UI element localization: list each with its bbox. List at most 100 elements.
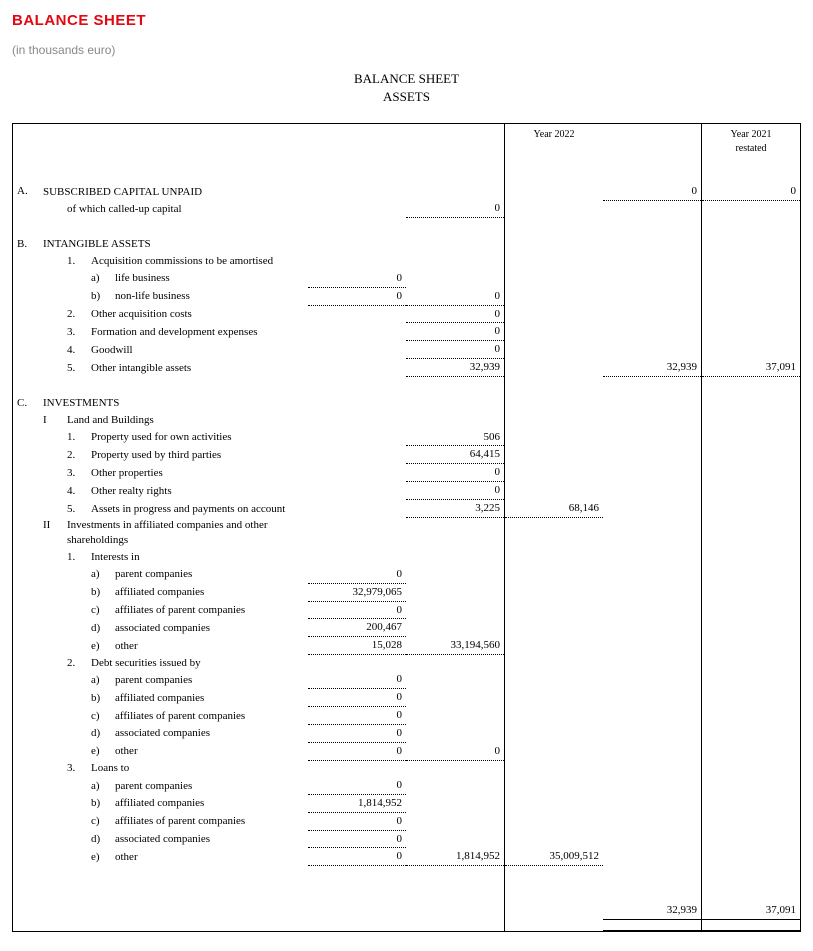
b4-label: Goodwill [87, 341, 308, 359]
ci2-v2: 64,415 [406, 446, 505, 464]
b1b-v2: 0 [406, 287, 505, 305]
ci5-num: 5. [63, 500, 87, 518]
cii1c-v1: 0 [308, 601, 406, 619]
a-v5: 0 [702, 183, 801, 200]
b2-num: 2. [63, 305, 87, 323]
b5-v5: 37,091 [702, 359, 801, 377]
ci1-label: Property used for own activities [87, 429, 308, 446]
cii2b-let: b) [87, 689, 111, 707]
cii3a-v1: 0 [308, 777, 406, 794]
ci3-label: Other properties [87, 464, 308, 482]
b1a-v1: 0 [308, 270, 406, 287]
cii3e-let: e) [87, 848, 111, 866]
b2-label: Other acquisition costs [87, 305, 308, 323]
cii2a-v1: 0 [308, 671, 406, 688]
cii2e-v1: 0 [308, 742, 406, 760]
c2-label: Investments in affiliated companies and … [63, 517, 308, 549]
cii2c-let: c) [87, 707, 111, 725]
a-v4: 0 [603, 183, 702, 200]
b5-v4: 32,939 [603, 359, 702, 377]
b2-v2: 0 [406, 305, 505, 323]
b1-label: Acquisition commissions to be amortised [87, 253, 308, 270]
ci5-label: Assets in progress and payments on accou… [87, 500, 308, 518]
section-c-letter: C. [13, 395, 39, 412]
cii3c-v1: 0 [308, 812, 406, 830]
ci1-num: 1. [63, 429, 87, 446]
cii2b-v1: 0 [308, 689, 406, 707]
cii2-label: Debt securities issued by [87, 655, 308, 672]
cii2b-label: affiliated companies [111, 689, 308, 707]
cii3d-v1: 0 [308, 830, 406, 848]
cii3e-v1: 0 [308, 848, 406, 866]
ci2-num: 2. [63, 446, 87, 464]
cii1b-let: b) [87, 583, 111, 601]
total-v4: 32,939 [603, 902, 702, 919]
ci2-label: Property used by third parties [87, 446, 308, 464]
cii2-num: 2. [63, 655, 87, 672]
cii1d-let: d) [87, 619, 111, 637]
page-title: BALANCE SHEET [12, 12, 801, 29]
b5-label: Other intangible assets [87, 359, 308, 377]
cii2e-label: other [111, 742, 308, 760]
b5-num: 5. [63, 359, 87, 377]
cii3d-let: d) [87, 830, 111, 848]
subtitle-1: BALANCE SHEET [12, 71, 801, 87]
col-year-2022: Year 2022 [505, 124, 604, 165]
cii2d-label: associated companies [111, 724, 308, 742]
section-b-letter: B. [13, 236, 39, 253]
b1a-label: life business [111, 270, 308, 287]
cii3a-label: parent companies [111, 777, 308, 794]
b3-label: Formation and development expenses [87, 323, 308, 341]
ci5-v2: 3,225 [406, 500, 505, 518]
b1-num: 1. [63, 253, 87, 270]
cii1b-label: affiliated companies [111, 583, 308, 601]
cii1a-let: a) [87, 566, 111, 583]
cii3e-v2: 1,814,952 [406, 848, 505, 866]
cii1-label: Interests in [87, 549, 308, 566]
section-b-label: INTANGIBLE ASSETS [39, 236, 308, 253]
cii2e-let: e) [87, 742, 111, 760]
cii3b-label: affiliated companies [111, 794, 308, 812]
ci1-v2: 506 [406, 429, 505, 446]
cii1d-v1: 200,467 [308, 619, 406, 637]
col-year-2021: Year 2021restated [702, 124, 801, 165]
cii2d-v1: 0 [308, 724, 406, 742]
ci5-v3: 68,146 [505, 500, 604, 518]
cii3-label: Loans to [87, 760, 308, 777]
section-a-letter: A. [13, 183, 39, 200]
b1b-let: b) [87, 287, 111, 305]
cii1e-let: e) [87, 637, 111, 655]
c2-roman: II [39, 517, 63, 549]
cii3a-let: a) [87, 777, 111, 794]
ci4-v2: 0 [406, 482, 505, 500]
subtitle-2: ASSETS [12, 89, 801, 105]
ci4-label: Other realty rights [87, 482, 308, 500]
section-c-label: INVESTMENTS [39, 395, 308, 412]
cii3e-label: other [111, 848, 308, 866]
ci4-num: 4. [63, 482, 87, 500]
cii2d-let: d) [87, 724, 111, 742]
a-sub-v2: 0 [406, 200, 505, 217]
a-sub-label: of which called-up capital [63, 200, 308, 217]
cii1e-v1: 15,028 [308, 637, 406, 655]
c1-roman: I [39, 412, 63, 429]
cii1e-v2: 33,194,560 [406, 637, 505, 655]
section-a-label: SUBSCRIBED CAPITAL UNPAID [39, 183, 308, 200]
cii1c-label: affiliates of parent companies [111, 601, 308, 619]
cii3e-v3: 35,009,512 [505, 848, 604, 866]
cii2c-label: affiliates of parent companies [111, 707, 308, 725]
b5-v2: 32,939 [406, 359, 505, 377]
b3-num: 3. [63, 323, 87, 341]
b1a-let: a) [87, 270, 111, 287]
cii1a-label: parent companies [111, 566, 308, 583]
c1-label: Land and Buildings [63, 412, 308, 429]
cii3c-let: c) [87, 812, 111, 830]
cii1c-let: c) [87, 601, 111, 619]
total-v5: 37,091 [702, 902, 801, 919]
ci3-num: 3. [63, 464, 87, 482]
cii1-num: 1. [63, 549, 87, 566]
cii1b-v1: 32,979,065 [308, 583, 406, 601]
cii1e-label: other [111, 637, 308, 655]
cii3c-label: affiliates of parent companies [111, 812, 308, 830]
cii3-num: 3. [63, 760, 87, 777]
